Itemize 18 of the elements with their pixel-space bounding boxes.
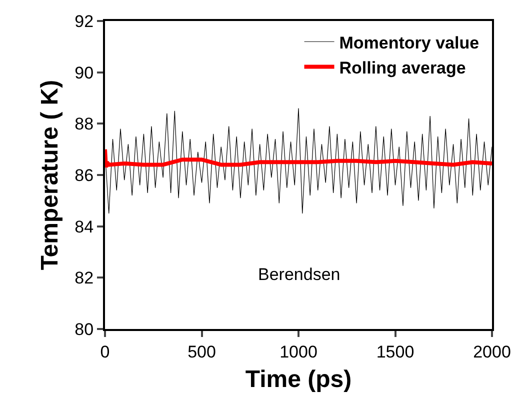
x-tick-label: 1500 [376, 342, 414, 362]
legend-label: Rolling average [339, 58, 466, 78]
y-tick-label: 80 [74, 320, 94, 339]
x-tick-label: 1000 [280, 342, 318, 362]
annotation: Berendsen [258, 265, 340, 284]
x-axis-title: Time (ps) [245, 366, 352, 394]
y-tick-label: 92 [74, 12, 94, 31]
line-series [105, 147, 492, 170]
x-tick-label: 2000 [473, 342, 511, 362]
y-axis-title: Temperature ( K) [36, 80, 64, 270]
y-tick-label: 88 [74, 114, 94, 134]
x-tick-label: 0 [100, 342, 110, 362]
y-tick-label: 90 [74, 63, 94, 82]
y-tick-label: 84 [74, 217, 94, 236]
y-tick-label: 82 [74, 268, 94, 288]
legend-label: Momentory value [339, 33, 480, 52]
y-tick-label: 86 [74, 166, 94, 185]
x-tick-label: 500 [188, 342, 216, 362]
